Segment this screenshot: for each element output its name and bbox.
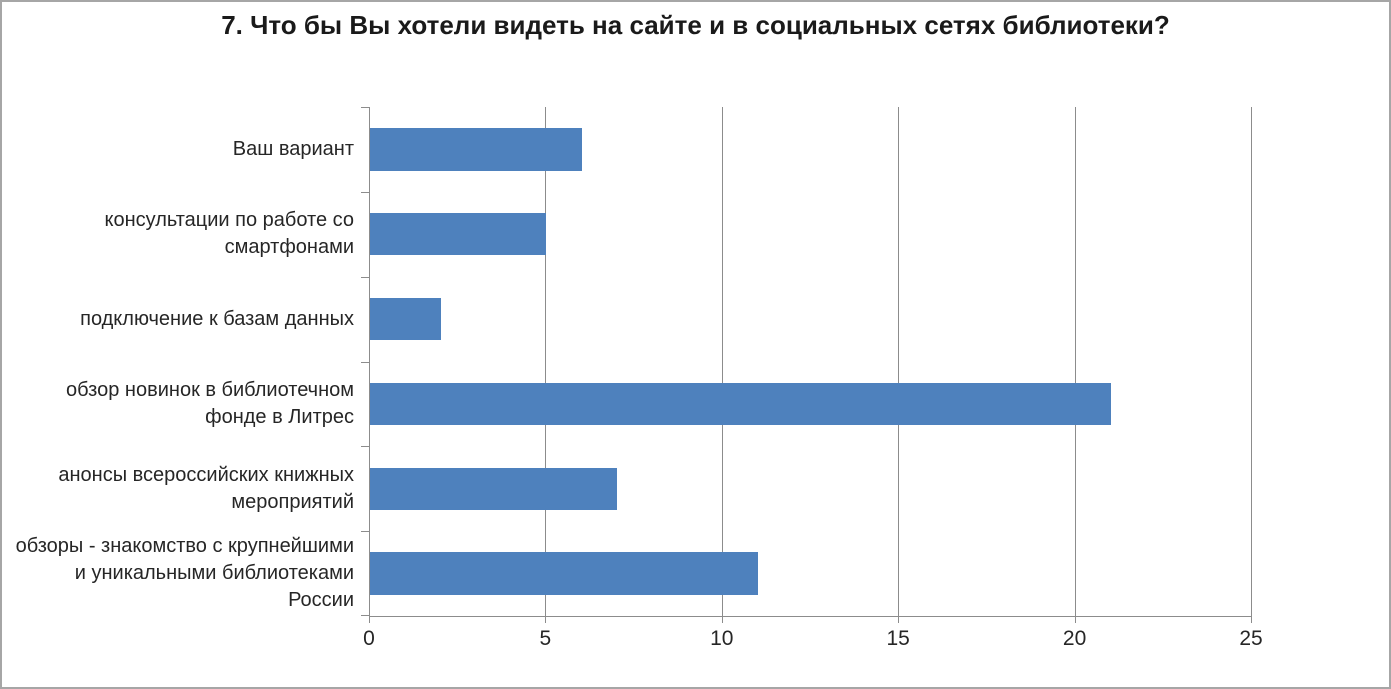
category-label: анонсы всероссийских книжных мероприятий: [8, 446, 354, 531]
category-label-line: обзор новинок в библиотечном: [66, 378, 354, 401]
category-label-line: анонсы всероссийских книжных: [58, 463, 354, 486]
category-label: обзоры - знакомство с крупнейшими и уника…: [8, 531, 354, 616]
category-label-line: Ваш вариант: [232, 137, 354, 160]
category-label: консультации по работе со смартфонами: [8, 192, 354, 277]
x-tick-label: 20: [1062, 627, 1087, 650]
x-tick-label: 0: [363, 627, 375, 650]
x-tick-label: 10: [710, 627, 734, 650]
y-axis-tick: [361, 362, 369, 363]
bar: [370, 213, 547, 256]
y-axis-tick: [361, 277, 369, 278]
value-axis-labels: 0 5 10 15 20 25: [363, 625, 1263, 655]
category-label-line: подключение к базам данных: [80, 307, 354, 330]
bar: [370, 297, 441, 341]
category-label: подключение к базам данных: [8, 277, 354, 362]
category-label-line: и уникальными библиотеками России: [74, 562, 354, 612]
bar: [370, 382, 1111, 426]
y-axis-tick: [361, 615, 369, 616]
category-label: Ваш вариант: [8, 107, 354, 192]
x-tick-label: 5: [539, 627, 552, 650]
bar: [370, 128, 582, 171]
category-label-line: фонде в Литрес: [205, 405, 354, 428]
x-tick-label: 15: [886, 627, 910, 650]
category-axis-labels: Ваш вариант консультации по работе со смар…: [8, 107, 354, 616]
bar: [370, 552, 759, 595]
category-label-line: смартфонами: [224, 236, 354, 259]
gridline: [721, 107, 723, 616]
gridline: [545, 107, 547, 616]
x-axis-tick: [721, 616, 723, 623]
x-axis-tick: [1074, 616, 1076, 623]
category-label: обзор новинок в библиотечном фонде в Литр…: [8, 362, 354, 447]
gridline: [898, 107, 900, 616]
category-label-line: обзоры - знакомство с крупнейшими: [15, 535, 354, 558]
y-axis-tick: [361, 446, 369, 447]
x-axis-tick: [1251, 616, 1252, 623]
category-label-line: мероприятий: [231, 490, 354, 513]
chart-title: 7. Что бы Вы хотели видеть на сайте и в …: [221, 10, 1170, 40]
y-axis-tick: [361, 531, 369, 532]
bar: [370, 467, 617, 510]
y-axis-tick: [361, 107, 369, 108]
x-tick-label: 25: [1239, 627, 1263, 650]
gridline: [1074, 107, 1076, 616]
x-axis-tick: [898, 616, 900, 623]
plot-area: [361, 107, 1252, 623]
gridline: [1251, 107, 1252, 616]
x-axis-tick: [369, 616, 370, 623]
x-axis-tick: [545, 616, 547, 623]
category-label-line: консультации по работе со: [104, 209, 354, 232]
y-axis-tick: [361, 192, 369, 193]
